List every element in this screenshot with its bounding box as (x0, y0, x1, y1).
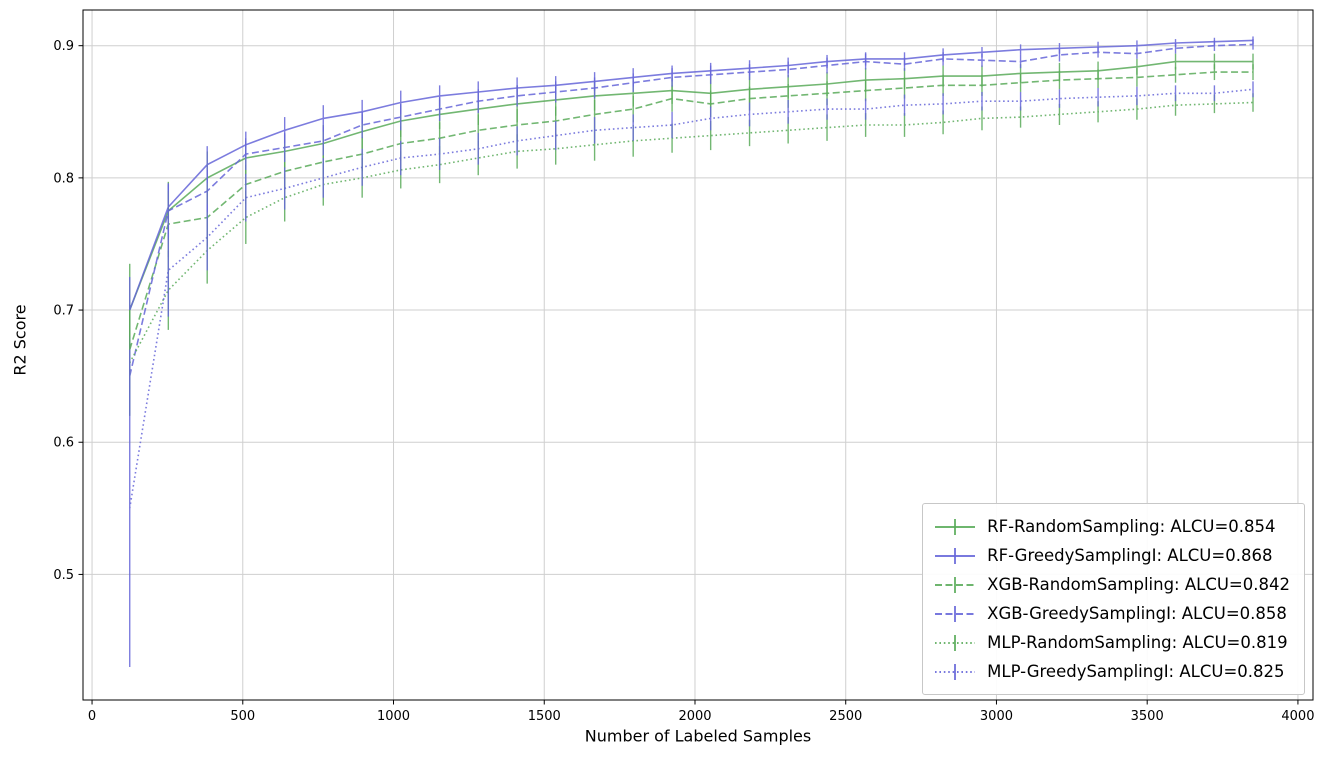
series-RF-GreedySamplingI (128, 36, 1254, 344)
legend-line-sample (935, 634, 976, 651)
y-axis-label: R2 Score (10, 304, 30, 376)
legend-label: MLP-GreedySamplingI: ALCU=0.825 (987, 662, 1285, 681)
x-tick-label: 3500 (1131, 709, 1164, 724)
legend-line-sample (935, 547, 976, 564)
x-tick-label: 0 (88, 709, 96, 724)
legend: RF-RandomSampling: ALCU=0.854 RF-GreedySa… (922, 503, 1305, 695)
legend-line-sample (935, 663, 976, 680)
series-line (128, 101, 1254, 364)
x-tick-label: 4000 (1281, 709, 1314, 724)
y-tick-label: 0.9 (53, 39, 74, 54)
legend-line-sample (935, 576, 976, 593)
series-line (128, 39, 1254, 311)
x-tick-label: 1000 (377, 709, 410, 724)
legend-label: RF-GreedySamplingI: ALCU=0.868 (987, 546, 1273, 565)
legend-item: XGB-GreedySamplingI: ALCU=0.858 (933, 599, 1290, 628)
x-tick-label: 2500 (829, 709, 862, 724)
plot-frame (82, 9, 1314, 701)
series-line (128, 60, 1253, 311)
series-line (128, 88, 1254, 509)
legend-item: RF-RandomSampling: ALCU=0.854 (933, 512, 1290, 541)
x-tick-label: 2000 (678, 709, 711, 724)
series-line (128, 71, 1253, 350)
legend-label: XGB-RandomSampling: ALCU=0.842 (987, 575, 1290, 594)
legend-line-sample (935, 518, 976, 535)
legend-item: XGB-RandomSampling: ALCU=0.842 (933, 570, 1290, 599)
legend-item: MLP-GreedySamplingI: ALCU=0.825 (933, 657, 1290, 686)
legend-label: MLP-RandomSampling: ALCU=0.819 (987, 633, 1288, 652)
x-tick-label: 3000 (980, 709, 1013, 724)
series-MLP-RandomSampling (128, 93, 1254, 416)
legend-label: RF-RandomSampling: ALCU=0.854 (987, 517, 1276, 536)
y-tick-label: 0.5 (53, 568, 74, 583)
legend-line-sample (935, 605, 976, 622)
x-tick-label: 500 (230, 709, 255, 724)
series-MLP-GreedySamplingI (128, 81, 1254, 667)
series-line (128, 43, 1254, 377)
y-tick-label: 0.7 (53, 304, 74, 319)
legend-label: XGB-GreedySamplingI: ALCU=0.858 (987, 604, 1287, 623)
x-axis-label: Number of Labeled Samples (584, 726, 812, 746)
series-XGB-GreedySamplingI (128, 39, 1254, 416)
x-tick-label: 1500 (528, 709, 561, 724)
legend-item: RF-GreedySamplingI: ALCU=0.868 (933, 541, 1290, 570)
series-RF-RandomSampling (128, 53, 1254, 357)
y-tick-label: 0.8 (53, 171, 74, 186)
legend-item: MLP-RandomSampling: ALCU=0.819 (933, 628, 1290, 657)
y-tick-label: 0.6 (53, 436, 74, 451)
